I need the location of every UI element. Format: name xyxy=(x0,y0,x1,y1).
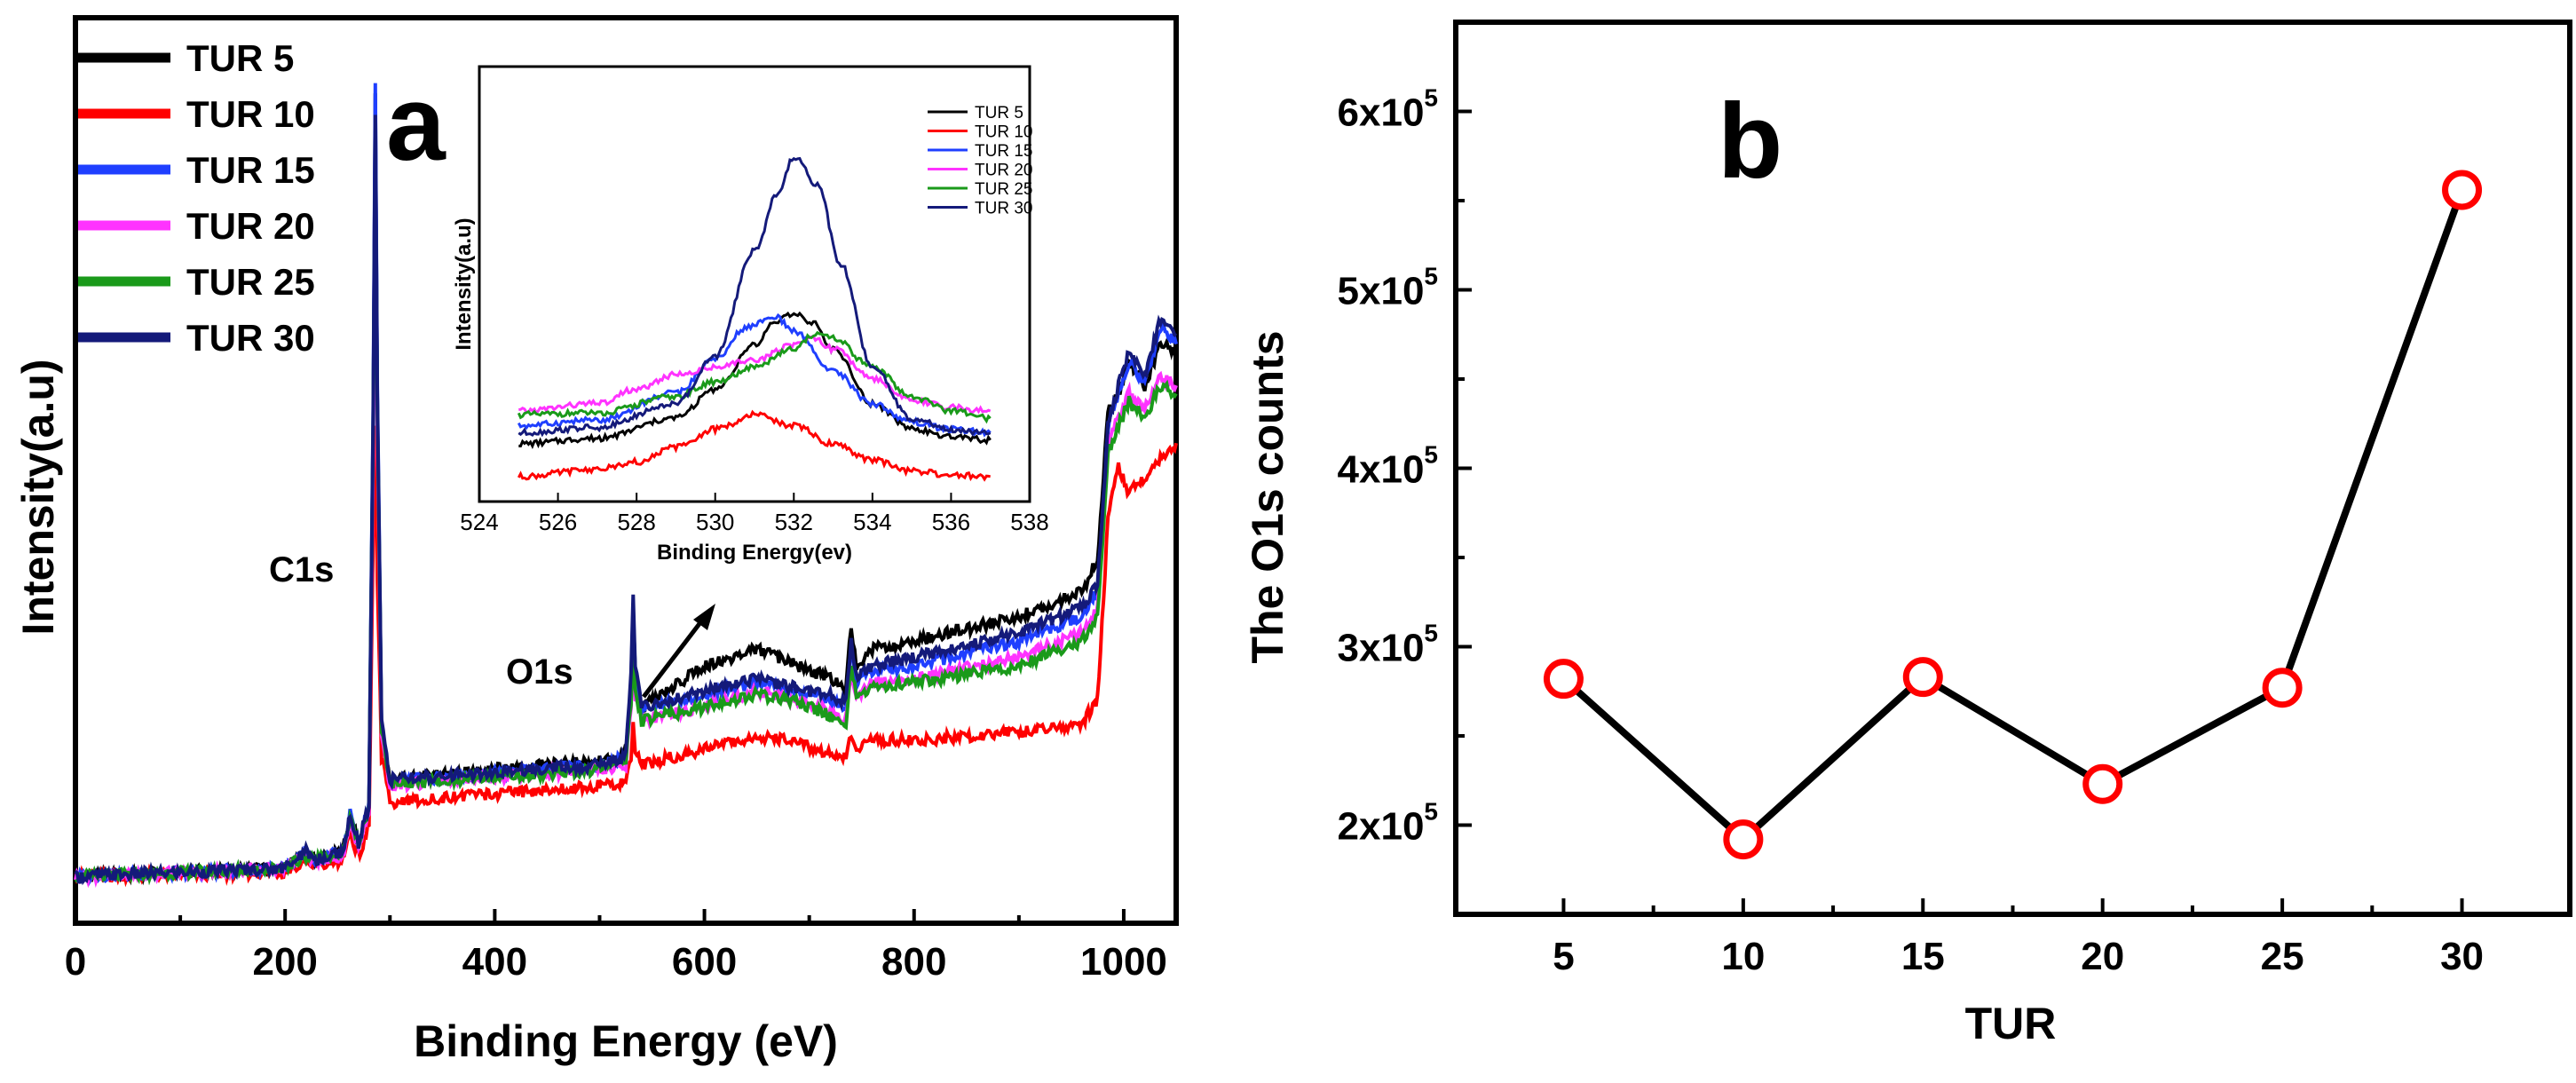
inset-x-axis-title: Binding Energy(ev) xyxy=(657,541,852,565)
o1s-counts-line xyxy=(1561,188,2466,844)
inset-legend-label: TUR 10 xyxy=(975,123,1032,142)
inset-series-line-tur-25 xyxy=(517,330,992,424)
data-point-tur-10 xyxy=(1723,819,1764,860)
x-tick-label: 20 xyxy=(2081,935,2124,978)
legend-label: TUR 5 xyxy=(186,37,294,79)
data-point-tur-5 xyxy=(1543,659,1584,700)
inset-x-tick-label: 528 xyxy=(617,509,655,535)
panel-b-series-group xyxy=(1543,170,2483,860)
legend-label: TUR 15 xyxy=(186,149,315,191)
inset-x-tick-label: 532 xyxy=(775,509,813,535)
y-tick-label: 2x105 xyxy=(1338,798,1438,849)
x-tick-label: 5 xyxy=(1553,935,1574,978)
inset-legend-label: TUR 20 xyxy=(975,162,1032,180)
panel-b-letter: b xyxy=(1718,82,1782,201)
inset-legend-label: TUR 15 xyxy=(975,142,1032,161)
panel-b-x-ticks: 5 10 15 20 25 30 xyxy=(1553,898,2484,978)
inset-series-line-tur-5 xyxy=(518,311,992,450)
inset-series-line-tur-30 xyxy=(518,156,992,438)
inset-series-line-tur-10 xyxy=(517,409,991,482)
inset-x-tick-label: 530 xyxy=(696,509,734,535)
inset-background xyxy=(470,53,1039,502)
panel-a-survey-spectrum: 0 200 400 600 800 1000 Binding Energy (eV) In… xyxy=(13,15,1179,1066)
x-tick-label: 600 xyxy=(672,940,737,984)
inset-legend-label: TUR 30 xyxy=(975,200,1032,218)
series-line-tur-30 xyxy=(74,115,1178,886)
x-tick-label: 25 xyxy=(2261,935,2304,978)
y-tick-label: 6x105 xyxy=(1338,84,1438,135)
panel-a-x-axis-title: Binding Energy (eV) xyxy=(414,1016,838,1066)
inset-x-tick-label: 524 xyxy=(460,509,498,535)
y-tick-label: 3x105 xyxy=(1338,620,1438,670)
data-point-tur-25 xyxy=(2262,668,2303,708)
inset-x-tick-label: 536 xyxy=(932,509,970,535)
x-tick-label: 30 xyxy=(2440,935,2484,978)
panel-a-inset-o1s: 524 526 528 530 532 534 536 538 Binding Energy(… xyxy=(452,53,1049,565)
legend-label: TUR 20 xyxy=(186,205,315,247)
o1s-annotation: O1s xyxy=(506,652,573,692)
data-point-tur-15 xyxy=(1902,657,1943,698)
y-tick-label: 4x105 xyxy=(1338,441,1438,492)
c1s-annotation: C1s xyxy=(269,550,334,589)
legend-label: TUR 10 xyxy=(186,93,315,135)
panel-a-legend: TUR 5 TUR 10 TUR 15 TUR 20 TUR 25 TUR 30 xyxy=(78,37,315,359)
panel-b-y-ticks: 2x105 3x105 4x105 5x105 6x105 xyxy=(1338,84,1472,849)
inset-legend-label: TUR 25 xyxy=(975,180,1032,199)
panel-a-x-ticks: 0 200 400 600 800 1000 xyxy=(65,909,1167,984)
inset-x-ticks: 524 526 528 530 532 534 536 538 xyxy=(460,493,1049,535)
data-point-tur-20 xyxy=(2082,763,2123,804)
panel-a-letter: a xyxy=(386,64,446,183)
inset-x-tick-label: 538 xyxy=(1010,509,1048,535)
panel-a-y-axis-title: Intensity(a.u) xyxy=(13,359,63,635)
data-point-tur-30 xyxy=(2442,170,2483,210)
x-tick-label: 10 xyxy=(1721,935,1765,978)
inset-series-line-tur-20 xyxy=(518,335,992,415)
series-line-tur-20 xyxy=(74,178,1178,889)
x-tick-label: 15 xyxy=(1901,935,1945,978)
inset-frame xyxy=(478,65,1031,503)
x-tick-label: 800 xyxy=(881,940,946,984)
o1s-arrow xyxy=(642,604,715,699)
x-tick-label: 0 xyxy=(65,940,86,984)
inset-legend-label: TUR 5 xyxy=(975,104,1023,123)
y-tick-label: 5x105 xyxy=(1338,263,1438,313)
panel-a-frame xyxy=(73,15,1179,926)
panel-b-y-axis-title: The O1s counts xyxy=(1243,330,1292,663)
inset-x-tick-label: 534 xyxy=(853,509,891,535)
inset-x-tick-label: 526 xyxy=(539,509,577,535)
panel-a-series-group xyxy=(74,83,1178,889)
x-tick-label: 200 xyxy=(252,940,317,984)
legend-label: TUR 25 xyxy=(186,261,315,303)
panel-b-frame xyxy=(1453,20,2572,917)
inset-series-group xyxy=(517,156,992,482)
panel-b-x-axis-title: TUR xyxy=(1965,999,2057,1048)
x-tick-label: 400 xyxy=(462,940,527,984)
panel-b-o1s-counts: 2x105 3x105 4x105 5x105 6x105 5 10 15 20 25 30 TU… xyxy=(1243,20,2572,1048)
legend-label: TUR 30 xyxy=(186,317,315,359)
inset-y-axis-title: Intensity(a.u) xyxy=(452,217,476,350)
x-tick-label: 1000 xyxy=(1080,940,1167,984)
